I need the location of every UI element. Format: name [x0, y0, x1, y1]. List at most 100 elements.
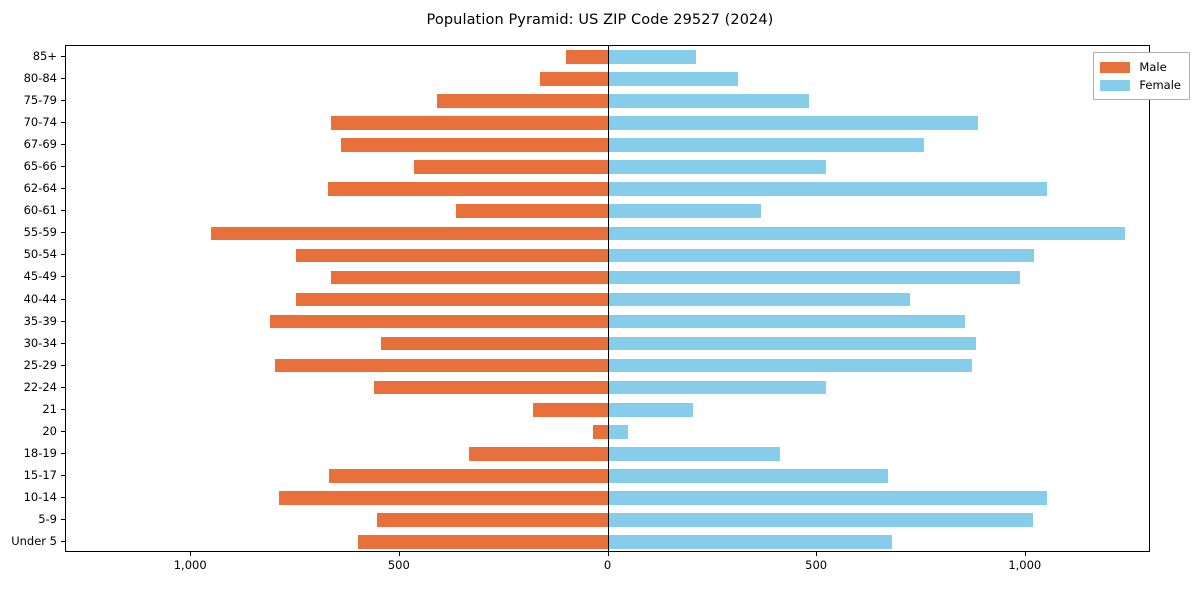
bar-female[interactable]	[608, 292, 910, 307]
bar-row	[66, 94, 1149, 108]
bar-male[interactable]	[330, 270, 609, 285]
bar-row	[66, 424, 1149, 439]
y-tick-label: 15-17	[23, 467, 57, 482]
bar-female[interactable]	[608, 358, 972, 373]
bar-female[interactable]	[608, 380, 826, 395]
bar-male[interactable]	[539, 72, 609, 86]
bar-male[interactable]	[468, 446, 609, 461]
legend-item-male[interactable]: Male	[1100, 58, 1181, 76]
bar-male[interactable]	[274, 358, 609, 373]
y-tick-mark	[61, 210, 65, 212]
bar-male[interactable]	[328, 182, 609, 197]
bar-female[interactable]	[608, 94, 809, 108]
bar-male[interactable]	[358, 535, 609, 549]
bar-row	[66, 270, 1149, 285]
bar-row	[66, 292, 1149, 307]
bar-female[interactable]	[608, 270, 1020, 285]
y-tick-label: 21	[42, 401, 57, 416]
bars-layer	[66, 46, 1149, 551]
bar-male[interactable]	[296, 292, 609, 307]
x-tick-mark	[190, 552, 192, 556]
y-tick-mark	[61, 254, 65, 256]
bar-male[interactable]	[341, 138, 609, 153]
bar-male[interactable]	[414, 160, 609, 175]
y-tick-mark	[61, 320, 65, 322]
y-tick-label: 62-64	[23, 181, 57, 196]
bar-row	[66, 446, 1149, 461]
x-tick-mark	[1024, 552, 1026, 556]
bar-row	[66, 204, 1149, 219]
bar-row	[66, 138, 1149, 153]
bar-female[interactable]	[608, 226, 1126, 241]
bar-row	[66, 248, 1149, 263]
bar-female[interactable]	[608, 446, 781, 461]
bar-male[interactable]	[376, 513, 609, 527]
bar-row	[66, 380, 1149, 395]
bar-male[interactable]	[278, 491, 609, 505]
legend-item-female[interactable]: Female	[1100, 76, 1181, 94]
bar-male[interactable]	[565, 50, 609, 64]
bar-female[interactable]	[608, 116, 978, 130]
bar-female[interactable]	[608, 138, 924, 153]
x-tick-label: 0	[603, 558, 612, 572]
y-tick-label: 75-79	[23, 93, 57, 108]
bar-row	[66, 160, 1149, 175]
zero-axis-line	[607, 46, 610, 551]
bar-male[interactable]	[328, 469, 609, 483]
legend-label-female: Female	[1139, 78, 1181, 92]
x-tick-label: 1,000	[1008, 558, 1042, 572]
bar-male[interactable]	[381, 336, 609, 351]
bar-male[interactable]	[270, 314, 609, 329]
y-tick-mark	[61, 452, 65, 454]
bar-row	[66, 358, 1149, 373]
bar-female[interactable]	[608, 50, 697, 64]
bar-female[interactable]	[608, 204, 761, 219]
bar-male[interactable]	[533, 402, 609, 417]
bar-male[interactable]	[296, 248, 609, 263]
bar-row	[66, 72, 1149, 86]
y-tick-label: 55-59	[23, 225, 57, 240]
y-tick-mark	[61, 100, 65, 102]
bar-female[interactable]	[608, 248, 1035, 263]
y-tick-mark	[61, 518, 65, 520]
x-tick-label: 500	[805, 558, 828, 572]
bar-female[interactable]	[608, 160, 826, 175]
bar-row	[66, 226, 1149, 241]
bar-female[interactable]	[608, 402, 693, 417]
bar-row	[66, 491, 1149, 505]
bar-row	[66, 513, 1149, 527]
y-tick-label: 5-9	[38, 511, 57, 526]
bar-female[interactable]	[608, 535, 893, 549]
y-tick-mark	[61, 342, 65, 344]
y-tick-label: Under 5	[11, 533, 57, 548]
bar-row	[66, 116, 1149, 130]
bar-female[interactable]	[608, 72, 738, 86]
bar-female[interactable]	[608, 513, 1034, 527]
y-tick-label: 50-54	[23, 247, 57, 262]
y-tick-label: 45-49	[23, 269, 57, 284]
y-tick-label: 85+	[32, 49, 57, 64]
bar-female[interactable]	[608, 314, 966, 329]
chart-legend: Male Female	[1093, 52, 1190, 100]
bar-male[interactable]	[456, 204, 609, 219]
y-tick-mark	[61, 364, 65, 366]
bar-female[interactable]	[608, 424, 629, 439]
x-axis: 1,000 500 0 500 1,000	[0, 552, 1200, 592]
bar-male[interactable]	[330, 116, 609, 130]
bar-row	[66, 314, 1149, 329]
y-tick-label: 30-34	[23, 335, 57, 350]
bar-male[interactable]	[210, 226, 609, 241]
x-tick-mark	[398, 552, 400, 556]
bar-male[interactable]	[373, 380, 609, 395]
y-tick-mark	[61, 78, 65, 80]
x-tick-mark	[607, 552, 609, 556]
bar-female[interactable]	[608, 491, 1047, 505]
bar-female[interactable]	[608, 469, 889, 483]
bar-female[interactable]	[608, 336, 976, 351]
bar-male[interactable]	[593, 424, 609, 439]
y-tick-mark	[61, 56, 65, 58]
y-tick-mark	[61, 496, 65, 498]
bar-female[interactable]	[608, 182, 1047, 197]
bar-male[interactable]	[437, 94, 609, 108]
bar-row	[66, 50, 1149, 64]
